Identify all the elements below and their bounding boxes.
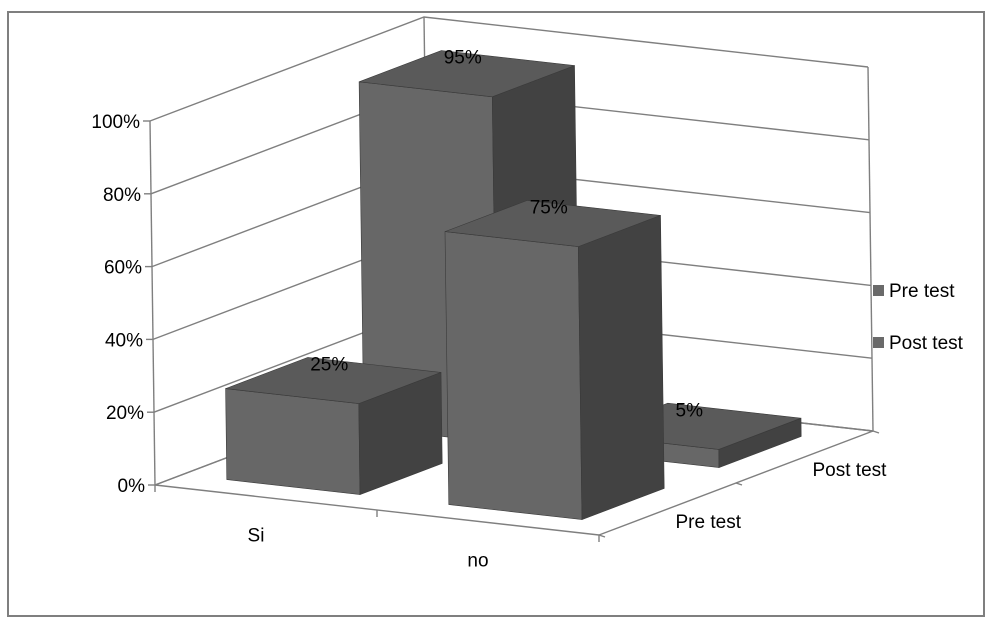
legend: Pre test Post test — [873, 281, 964, 354]
labels: 0% 20% 40% 60% 80% 100% Si no Pre test Post test 2… — [91, 48, 887, 572]
bar-top-face — [358, 50, 575, 98]
y-tick-label-0: 0% — [118, 476, 146, 497]
depth-label-1: Post test — [813, 460, 888, 481]
depth-tick-mark-0 — [598, 534, 606, 538]
legend-swatch-0 — [873, 285, 884, 296]
depth-label-0: Pre test — [676, 512, 742, 533]
bar-0-0 — [225, 357, 443, 496]
depth-tick-mark-1 — [735, 482, 743, 486]
legend-label-0: Pre test — [889, 281, 955, 302]
y-tick-label-3: 60% — [104, 258, 142, 279]
data-label-0-0: 25% — [310, 355, 348, 376]
category-label-1: no — [467, 551, 488, 572]
y-tick-label-1: 20% — [106, 403, 144, 424]
data-label-1-0: 95% — [444, 48, 482, 69]
bar-side-face — [577, 214, 665, 521]
bar-top-face — [225, 357, 442, 404]
data-label-0-1: 75% — [530, 198, 568, 219]
category-label-0: Si — [248, 526, 265, 547]
y-axis-line — [149, 120, 156, 486]
bar-0-1 — [444, 200, 665, 521]
bars — [225, 50, 802, 521]
y-tick-label-4: 80% — [103, 185, 141, 206]
data-label-1-1: 5% — [676, 400, 704, 421]
bar-front-face — [444, 231, 583, 520]
legend-label-1: Post test — [889, 333, 964, 354]
depth-tick-mark-2 — [872, 430, 880, 434]
bar-front-face — [225, 388, 361, 495]
y-tick-label-5: 100% — [91, 112, 140, 133]
y-tick-label-2: 40% — [105, 330, 143, 351]
legend-swatch-1 — [873, 337, 884, 348]
back-wall-right-edge — [867, 66, 874, 432]
bar-top-face — [444, 200, 661, 247]
